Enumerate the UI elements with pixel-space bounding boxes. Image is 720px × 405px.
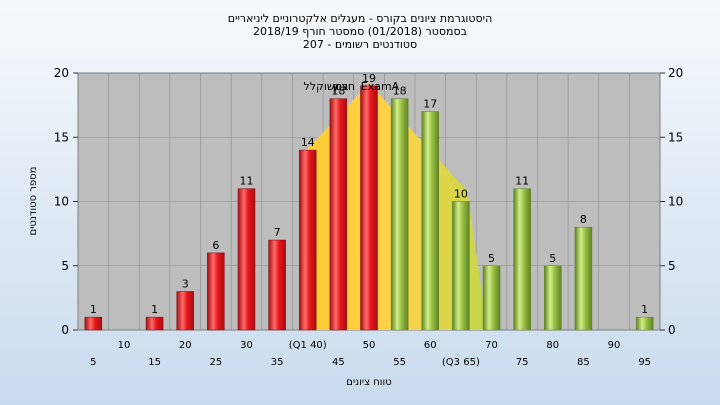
bar-40 bbox=[298, 149, 317, 331]
chart-title-line-1: היסטוגרמת ציונים בקורס - מעגלים אלקטרוני… bbox=[228, 12, 493, 25]
y-tick-label-left: 15 bbox=[54, 130, 69, 144]
x-tick-label-20: 20 bbox=[179, 340, 192, 351]
bar-85 bbox=[574, 226, 593, 331]
bar-15 bbox=[145, 316, 164, 331]
data-label-95: 1 bbox=[641, 303, 648, 316]
x-tick-label-75: 75 bbox=[516, 357, 529, 368]
x-tick-label-30: 30 bbox=[240, 340, 253, 351]
data-label-50: 19 bbox=[362, 72, 376, 85]
x-tick-label-10: 10 bbox=[118, 340, 131, 351]
x-tick-label-55: 55 bbox=[393, 357, 406, 368]
data-label-35: 7 bbox=[274, 226, 281, 239]
bar-55 bbox=[390, 98, 409, 331]
y-tick-label-right: 5 bbox=[668, 259, 676, 273]
x-tick-label-25: 25 bbox=[209, 357, 222, 368]
data-label-5: 1 bbox=[90, 303, 97, 316]
y-axis-left: 0 5 10 15 20 bbox=[54, 66, 78, 337]
bar-35 bbox=[268, 239, 286, 331]
y-tick-label-left: 10 bbox=[54, 195, 69, 209]
bar-65 bbox=[452, 201, 470, 331]
data-label-70: 5 bbox=[488, 252, 495, 265]
y-axis-title: מספר סטודנטים bbox=[28, 167, 39, 236]
y-tick-label-left: 20 bbox=[54, 66, 69, 80]
bar-60 bbox=[421, 111, 440, 331]
data-label-85: 8 bbox=[580, 213, 587, 226]
x-tick-label-50: 50 bbox=[363, 340, 376, 351]
bar-50 bbox=[360, 85, 378, 331]
y-tick-label-left: 5 bbox=[61, 259, 69, 273]
bar-25 bbox=[207, 252, 225, 331]
x-axis-title: טווח ציונים bbox=[346, 377, 391, 388]
data-label-60: 17 bbox=[423, 98, 437, 111]
x-tick-label-15: 15 bbox=[148, 357, 161, 368]
data-label-40: 14 bbox=[301, 136, 315, 149]
chart-title-line-2: בסמסטר (01/2018) סמסטר חורף 2018/19 bbox=[253, 25, 467, 38]
x-axis: 5 10 15 20 25 30 35 (Q1 40) 45 50 55 60 (Q3 65) 70 75 8… bbox=[90, 340, 651, 368]
y-tick-label-right: 0 bbox=[668, 323, 676, 337]
y-tick-label-right: 10 bbox=[668, 195, 683, 209]
data-label-30: 11 bbox=[239, 175, 253, 188]
y-axis-right: 0 5 10 15 20 bbox=[660, 66, 683, 337]
bar-20 bbox=[176, 291, 194, 331]
data-label-45: 18 bbox=[331, 85, 345, 98]
bar-80 bbox=[544, 265, 562, 331]
y-tick-label-right: 15 bbox=[668, 130, 683, 144]
bar-75 bbox=[513, 188, 531, 331]
bar-5 bbox=[84, 316, 103, 331]
chart-title-line-3: סטודנטים רשומים - 207 bbox=[303, 38, 417, 51]
x-tick-label-45: 45 bbox=[332, 357, 345, 368]
x-tick-label-60: 60 bbox=[424, 340, 437, 351]
annotations: חציון ExamA במשוקלל bbox=[304, 80, 400, 93]
chart-title: היסטוגרמת ציונים בקורס - מעגלים אלקטרוני… bbox=[228, 12, 493, 51]
bars bbox=[84, 85, 654, 331]
data-label-55: 18 bbox=[393, 85, 407, 98]
x-tick-label-90: 90 bbox=[608, 340, 621, 351]
annotation-weighted: במשוקלל bbox=[304, 80, 349, 93]
x-tick-label-5: 5 bbox=[90, 357, 96, 368]
data-label-15: 1 bbox=[151, 303, 158, 316]
x-tick-label-40: (Q1 40) bbox=[289, 340, 327, 351]
x-tick-label-65: (Q3 65) bbox=[442, 357, 480, 368]
x-tick-label-80: 80 bbox=[546, 340, 559, 351]
bar-45 bbox=[329, 98, 348, 331]
y-tick-label-right: 20 bbox=[668, 66, 683, 80]
x-tick-label-95: 95 bbox=[638, 357, 651, 368]
annotation-median: חציון bbox=[333, 80, 355, 93]
bar-30 bbox=[237, 188, 256, 331]
data-label-25: 6 bbox=[212, 239, 219, 252]
data-label-75: 11 bbox=[515, 175, 529, 188]
x-tick-label-85: 85 bbox=[577, 357, 590, 368]
data-label-65: 10 bbox=[454, 188, 468, 201]
x-tick-label-35: 35 bbox=[271, 357, 284, 368]
annotation-exam: ExamA bbox=[361, 80, 400, 93]
bar-70 bbox=[482, 265, 501, 331]
x-tick-label-70: 70 bbox=[485, 340, 498, 351]
data-label-20: 3 bbox=[182, 277, 189, 290]
bar-95 bbox=[635, 316, 654, 331]
data-label-80: 5 bbox=[549, 252, 556, 265]
y-tick-label-left: 0 bbox=[61, 323, 69, 337]
